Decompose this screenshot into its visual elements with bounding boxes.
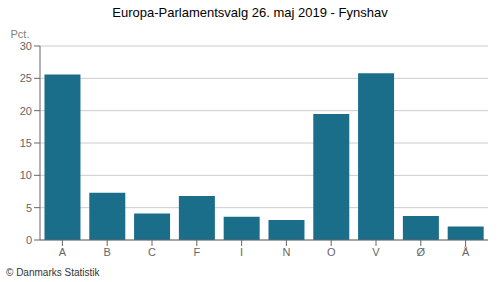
svg-text:I: I [240,246,243,258]
svg-text:25: 25 [20,72,32,84]
html-text:© Danmarks Statistik: © Danmarks Statistik [6,267,100,278]
svg-text:N: N [282,246,290,258]
svg-text:30: 30 [20,40,32,52]
svg-text:15: 15 [20,137,32,149]
svg-text:A: A [59,246,67,258]
svg-text:20: 20 [20,105,32,117]
svg-text:C: C [148,246,156,258]
svg-text:10: 10 [20,169,32,181]
svg-text:Ø: Ø [417,246,426,258]
svg-text:Å: Å [462,246,470,258]
html-text:Europa-Parlamentsvalg 26. maj: Europa-Parlamentsvalg 26. maj 2019 - Fyn… [112,5,388,20]
svg-text:O: O [327,246,336,258]
svg-text:V: V [372,246,380,258]
svg-text:B: B [104,246,111,258]
svg-text:Pct.: Pct. [11,28,30,40]
svg-text:0: 0 [26,234,32,246]
svg-text:5: 5 [26,202,32,214]
svg-text:F: F [193,246,200,258]
